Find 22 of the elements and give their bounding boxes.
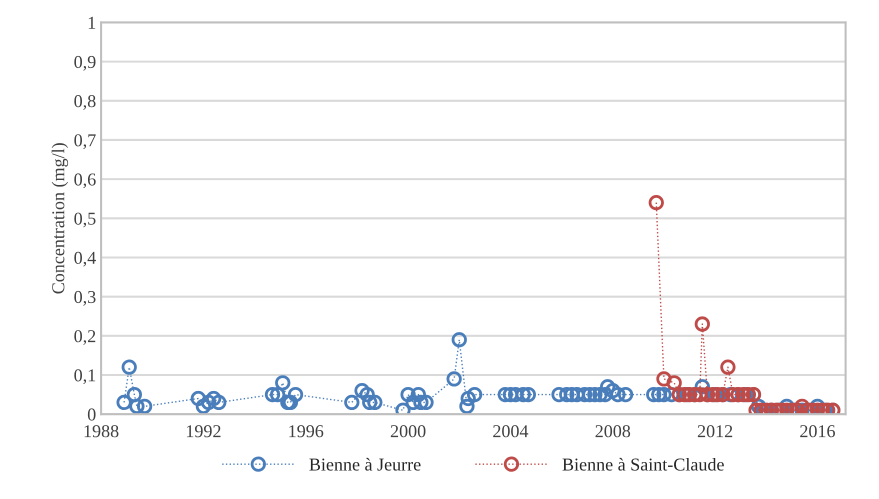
x-tick-label: 2004 bbox=[493, 425, 528, 438]
x-tick-label: 1988 bbox=[84, 425, 118, 438]
x-tick-label: 2008 bbox=[596, 425, 630, 438]
x-tick-label: 1996 bbox=[289, 425, 324, 438]
y-tick-label: 0,3 bbox=[74, 290, 96, 306]
y-tick-label: 0,7 bbox=[74, 134, 96, 150]
x-tick-label: 1992 bbox=[186, 425, 220, 438]
y-tick-label: 0,4 bbox=[74, 252, 96, 267]
y-tick-label: 0,9 bbox=[74, 56, 96, 71]
y-tick-label: 0,2 bbox=[74, 330, 96, 345]
y-tick-label: 0,8 bbox=[74, 95, 96, 110]
legend-label: Bienne à Jeurre bbox=[309, 458, 421, 471]
legend-label: Bienne à Saint-Claude bbox=[562, 458, 724, 471]
x-tick-label: 2000 bbox=[390, 425, 426, 438]
y-axis-title: Concentration (mg/l) bbox=[52, 143, 68, 294]
y-tick-label: 0,6 bbox=[74, 173, 96, 188]
y-tick-label: 1 bbox=[88, 16, 96, 29]
y-tick-label: 0 bbox=[88, 408, 96, 421]
x-tick-label: 2016 bbox=[800, 425, 835, 438]
x-tick-label: 2012 bbox=[698, 425, 732, 438]
y-tick-label: 0,5 bbox=[74, 212, 96, 228]
y-tick-label: 0,1 bbox=[74, 369, 96, 384]
